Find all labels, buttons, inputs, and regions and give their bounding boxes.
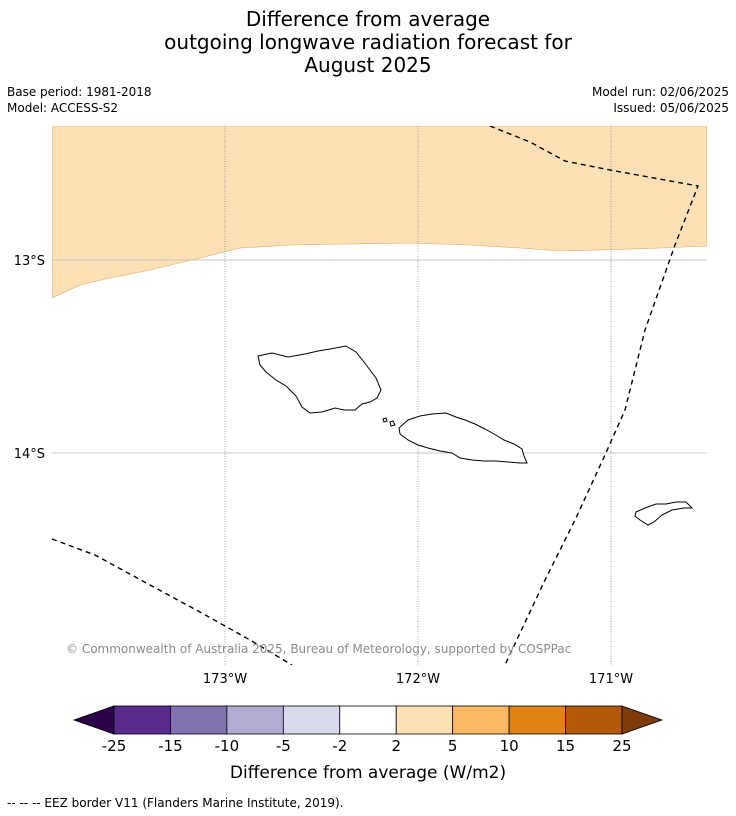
lat-label-14s: 14°S bbox=[14, 447, 45, 462]
colorbar-tick-label: 15 bbox=[556, 737, 575, 755]
eez-legend-note: -- -- -- EEZ border V11 (Flanders Marine… bbox=[7, 796, 344, 810]
base-period: Base period: 1981-2018 bbox=[7, 85, 152, 99]
map-area bbox=[52, 126, 707, 665]
eez-border-southwest bbox=[52, 538, 293, 665]
latitude-labels: 13°S 14°S bbox=[14, 254, 45, 462]
colorbar-tick-label: 5 bbox=[448, 737, 458, 755]
colorbar-extension-high bbox=[621, 705, 664, 735]
colorbar-segment bbox=[565, 705, 623, 735]
colorbar-tick-label: 25 bbox=[612, 737, 631, 755]
colorbar-segment bbox=[170, 705, 228, 735]
colorbar-tick-label: 10 bbox=[500, 737, 519, 755]
savaii-island bbox=[257, 345, 382, 414]
colorbar-segment bbox=[452, 705, 510, 735]
lon-label-173w: 173°W bbox=[203, 672, 247, 687]
copyright-text: © Commonwealth of Australia 2025, Bureau… bbox=[66, 642, 571, 656]
upolu-island bbox=[398, 412, 528, 464]
colorbar-tick-label: -10 bbox=[215, 737, 240, 755]
eez-border-northeast bbox=[489, 126, 699, 665]
manono-island bbox=[389, 420, 396, 427]
colorbar-tick-label: -15 bbox=[158, 737, 183, 755]
lon-label-172w: 172°W bbox=[396, 672, 440, 687]
colorbar-extension-low bbox=[72, 705, 115, 735]
colorbar-tick-label: -5 bbox=[276, 737, 291, 755]
apolima-island bbox=[382, 417, 388, 423]
issued-date: Issued: 05/06/2025 bbox=[613, 101, 729, 115]
colorbar-tick-labels: -25 -15 -10 -5 -2 2 5 10 15 25 bbox=[102, 737, 632, 755]
lon-label-171w: 171°W bbox=[589, 672, 633, 687]
lat-label-13s: 13°S bbox=[14, 254, 45, 269]
colorbar-segment bbox=[226, 705, 284, 735]
latitude-gridlines bbox=[52, 259, 707, 454]
colorbar-segment bbox=[508, 705, 566, 735]
eez-border bbox=[52, 126, 699, 665]
colorbar-tick-label: 2 bbox=[391, 737, 401, 755]
anomaly-region bbox=[52, 126, 707, 299]
colorbar bbox=[72, 705, 664, 735]
chart-title: Difference from average outgoing longwav… bbox=[0, 8, 736, 77]
model-name: Model: ACCESS-S2 bbox=[7, 101, 119, 115]
meta-right: Model run: 02/06/2025 Issued: 05/06/2025 bbox=[592, 84, 729, 116]
meta-left: Base period: 1981-2018 Model: ACCESS-S2 bbox=[7, 84, 152, 116]
colorbar-tick-label: -25 bbox=[102, 737, 127, 755]
colorbar-tick-label: -2 bbox=[332, 737, 347, 755]
model-run: Model run: 02/06/2025 bbox=[591, 85, 729, 99]
colorbar-segment bbox=[339, 705, 397, 735]
islands bbox=[257, 345, 694, 526]
longitude-labels: 173°W 172°W 171°W bbox=[203, 672, 633, 687]
title-line-3: August 2025 bbox=[304, 53, 432, 77]
colorbar-segment bbox=[113, 705, 171, 735]
title-line-1: Difference from average bbox=[245, 7, 491, 31]
colorbar-segment bbox=[282, 705, 341, 735]
title-line-2: outgoing longwave radiation forecast for bbox=[164, 30, 572, 54]
colorbar-segment bbox=[395, 705, 454, 735]
tutuila-island bbox=[634, 501, 694, 526]
colorbar-label: Difference from average (W/m2) bbox=[230, 763, 506, 783]
